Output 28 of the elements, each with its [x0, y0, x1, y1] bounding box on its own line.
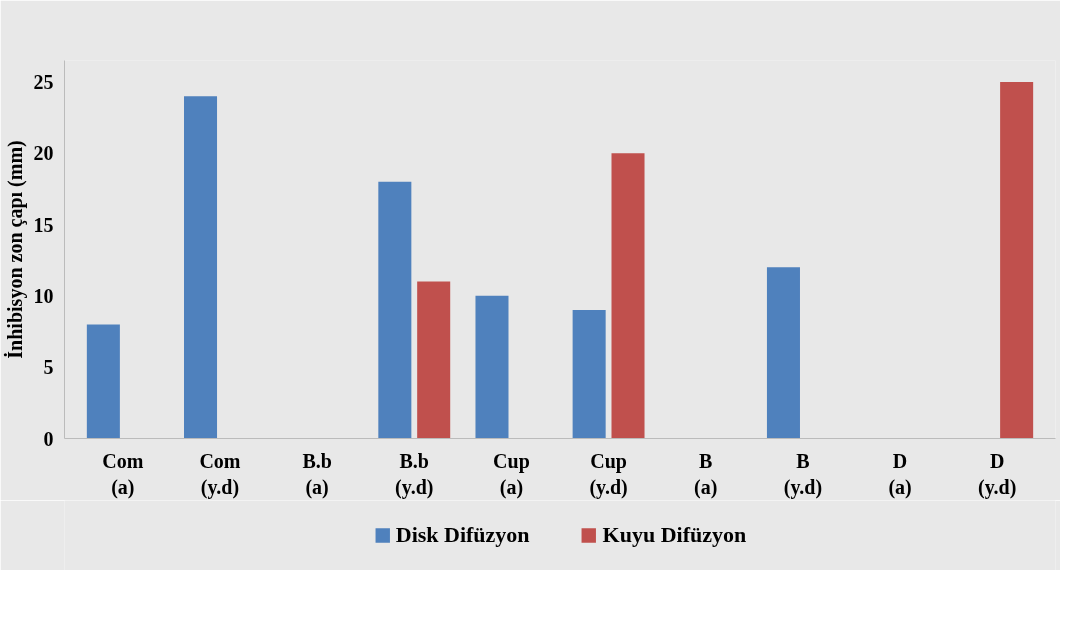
bar: [86, 324, 120, 439]
bar: [475, 295, 509, 439]
bar: [1000, 81, 1034, 439]
x-tick-label: D (a): [888, 449, 912, 499]
y-tick-label: 10: [33, 284, 54, 307]
y-tick-label: 5: [43, 356, 54, 379]
x-tick-label: Cup (y.d): [589, 449, 628, 499]
y-axis-title: İnhibisyon zon çapı (mm): [2, 140, 27, 359]
bar: [378, 181, 412, 439]
x-tick-label: B.b (a): [302, 449, 332, 499]
x-tick-label: D (y.d): [978, 449, 1017, 499]
x-tick-label: B.b (y.d): [395, 449, 434, 499]
bar: [611, 153, 645, 439]
x-tick-label: B (y.d): [783, 449, 823, 499]
y-tick-label: 25: [33, 70, 54, 93]
bar: [766, 267, 800, 439]
bar: [572, 310, 606, 439]
x-tick-label: B (a): [694, 449, 718, 499]
y-tick-label: 20: [33, 142, 54, 165]
legend-label: Kuyu Difüzyon: [602, 522, 747, 548]
x-tick-label: Cup (a): [493, 449, 530, 499]
x-tick-label: Com (a): [102, 449, 144, 499]
legend-label: Disk Difüzyon: [395, 522, 530, 548]
bar: [184, 96, 218, 439]
bar: [417, 281, 451, 439]
x-tick-label: Com (y.d): [199, 449, 241, 499]
y-tick-label: 15: [33, 213, 54, 236]
y-tick-label: 0: [43, 427, 54, 450]
